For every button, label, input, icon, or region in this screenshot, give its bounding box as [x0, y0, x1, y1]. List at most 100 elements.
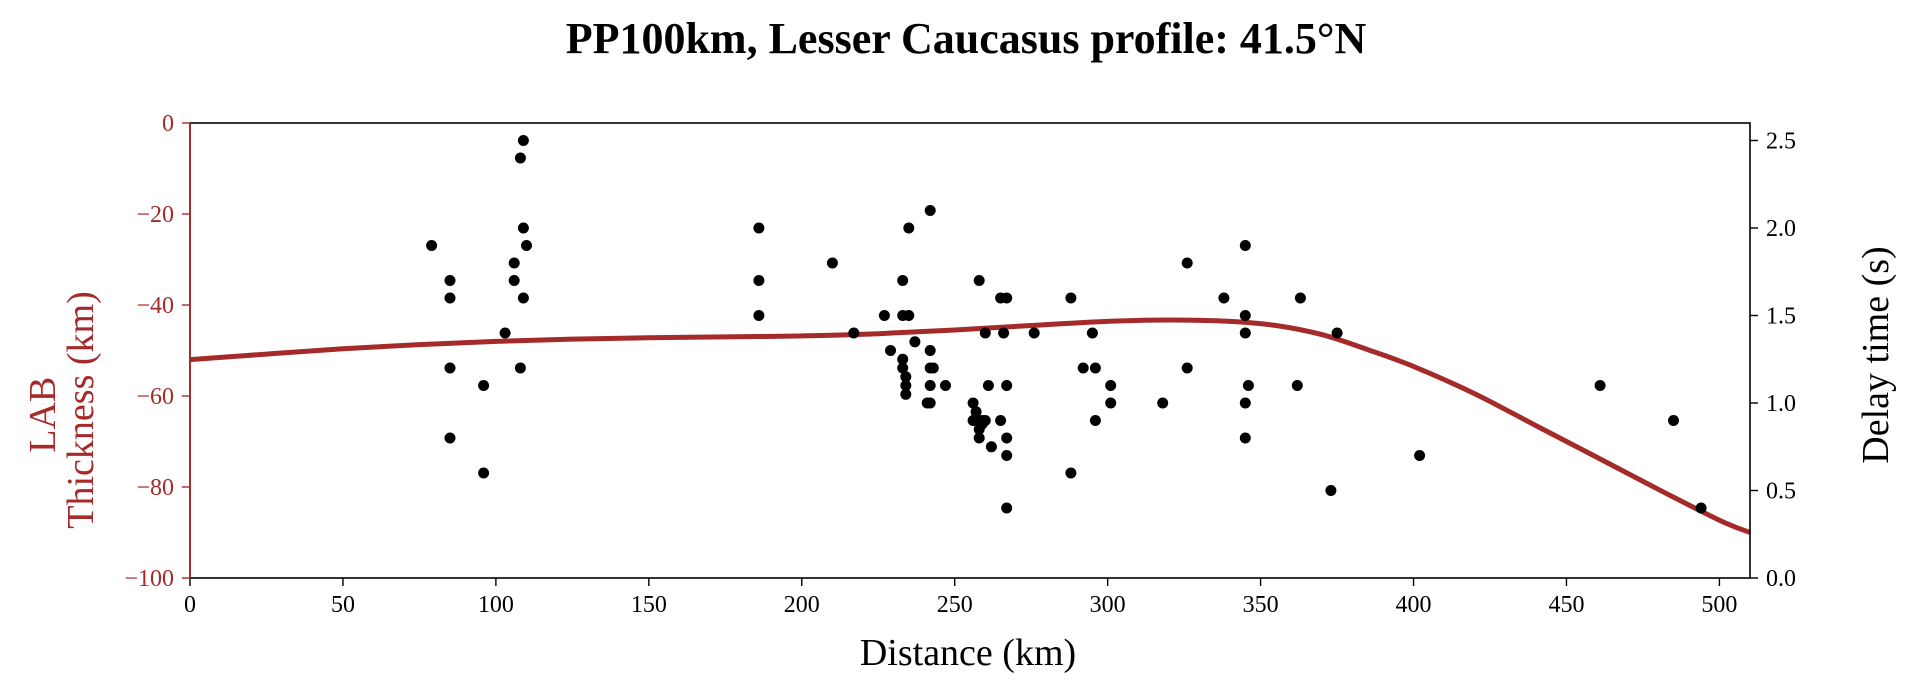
delay-time-point	[1239, 310, 1251, 321]
delay-time-point	[900, 371, 912, 383]
delay-time-point	[444, 292, 456, 304]
delay-time-point	[1105, 380, 1117, 391]
x-tick-label: 100	[478, 592, 514, 618]
delay-time-point	[1001, 380, 1013, 391]
delay-time-point	[885, 345, 896, 356]
delay-time-point	[927, 362, 939, 374]
right-tick-label: 1.5	[1766, 304, 1796, 330]
delay-time-point	[1028, 327, 1040, 339]
x-tick-label: 150	[631, 592, 667, 618]
delay-time-point	[1242, 380, 1254, 391]
delay-time-point	[924, 397, 936, 409]
delay-time-point	[1239, 240, 1251, 251]
x-tick-label: 400	[1396, 592, 1432, 618]
chart-title: PP100km, Lesser Caucasus profile: 41.5°N	[566, 14, 1367, 63]
delay-time-point	[1239, 432, 1251, 444]
delay-time-point	[1218, 292, 1230, 304]
delay-time-point	[1001, 432, 1013, 444]
delay-time-point	[995, 415, 1007, 426]
delay-time-point	[878, 310, 890, 321]
delay-time-point	[1157, 397, 1169, 409]
delay-time-point	[1294, 292, 1306, 304]
delay-time-point	[973, 275, 985, 286]
delay-time-point	[900, 380, 912, 391]
delay-time-point	[1331, 327, 1343, 339]
delay-time-point	[1089, 415, 1101, 426]
right-axis-ticks: 0.0 0.5 1.0 1.5 2.0 2.5	[1750, 129, 1796, 592]
right-tick-label: 2.5	[1766, 129, 1796, 155]
right-tick-label: 0.5	[1766, 479, 1796, 505]
x-axis-ticks: 0 50 100 150 200 250 300 350 400 450 500	[184, 578, 1737, 618]
delay-time-point	[517, 135, 529, 146]
delay-time-point	[903, 222, 915, 234]
delay-time-point	[967, 415, 979, 426]
delay-time-point	[979, 415, 991, 426]
left-axis-label-line-2: Thickness (km)	[60, 291, 102, 528]
x-tick-label: 500	[1701, 592, 1737, 618]
delay-time-point	[1065, 292, 1077, 304]
x-axis-label: Distance (km)	[860, 632, 1076, 674]
x-tick-label: 0	[184, 592, 196, 618]
delay-time-point	[1065, 467, 1077, 479]
delay-time-point	[1086, 327, 1098, 339]
delay-time-point	[970, 406, 982, 418]
x-tick-label: 50	[331, 592, 355, 618]
delay-time-point	[1695, 502, 1707, 514]
delay-time-point	[444, 362, 456, 374]
delay-time-point	[1077, 362, 1089, 374]
delay-time-point	[514, 152, 526, 164]
lab-thickness-line	[189, 317, 1751, 535]
delay-time-point	[1239, 397, 1251, 409]
delay-time-point	[985, 441, 997, 453]
delay-time-point	[897, 362, 909, 374]
delay-time-point	[478, 380, 490, 391]
delay-time-point	[903, 310, 915, 321]
delay-time-point	[499, 327, 511, 339]
x-tick-label: 350	[1243, 592, 1279, 618]
delay-time-point	[517, 222, 529, 234]
left-tick-label: −80	[136, 475, 174, 501]
delay-time-point	[1181, 362, 1193, 374]
delay-time-point	[982, 380, 994, 391]
points-layer	[426, 135, 1707, 514]
delay-time-point	[426, 240, 438, 251]
left-tick-label: −20	[136, 202, 174, 228]
x-tick-label: 200	[784, 592, 820, 618]
delay-time-point	[517, 292, 529, 304]
delay-time-point	[826, 257, 838, 269]
delay-time-point	[897, 275, 909, 286]
delay-time-point	[1105, 397, 1117, 409]
delay-time-point	[1325, 485, 1337, 496]
right-axis-label: Delay time (s)	[1855, 246, 1897, 463]
delay-time-point	[508, 275, 520, 286]
delay-time-point	[1089, 362, 1101, 374]
left-axis-ticks: 0 −20 −40 −60 −80 −100	[124, 111, 190, 592]
plot-frame	[189, 122, 1751, 579]
delay-time-point	[753, 310, 765, 321]
x-tick-label: 250	[937, 592, 973, 618]
left-tick-label: −40	[136, 293, 174, 319]
right-tick-label: 0.0	[1766, 566, 1796, 592]
x-tick-label: 450	[1548, 592, 1584, 618]
delay-time-point	[753, 222, 765, 234]
delay-time-point	[900, 388, 912, 400]
delay-time-point	[753, 275, 765, 286]
x-tick-label: 300	[1090, 592, 1126, 618]
left-tick-label: −60	[136, 384, 174, 410]
delay-time-point	[1239, 327, 1251, 339]
right-tick-label: 2.0	[1766, 216, 1796, 242]
delay-time-point	[521, 240, 532, 251]
left-axis-label: LAB Thickness (km)	[22, 291, 102, 528]
delay-time-point	[967, 397, 979, 409]
left-tick-label: 0	[162, 111, 174, 137]
delay-time-point	[924, 380, 936, 391]
delay-time-point	[973, 432, 985, 444]
delay-time-point	[1001, 292, 1013, 304]
delay-time-point	[897, 353, 909, 365]
delay-time-point	[1001, 502, 1013, 514]
delay-time-point	[508, 257, 520, 269]
delay-time-point	[909, 336, 921, 348]
delay-time-point	[514, 362, 526, 374]
